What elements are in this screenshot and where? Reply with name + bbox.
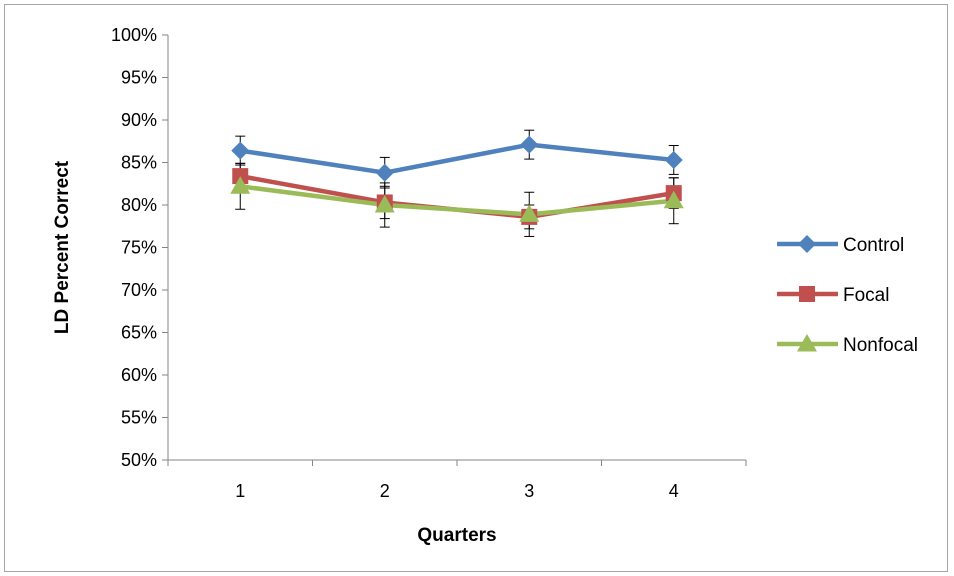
legend-label-focal: Focal <box>843 285 889 306</box>
data-point-control <box>664 150 683 169</box>
y-tick-label: 55% <box>121 408 157 428</box>
data-point-control <box>520 135 539 154</box>
y-tick-label: 50% <box>121 450 157 470</box>
y-tick-label: 85% <box>121 153 157 173</box>
legend: Control Focal Nonfocal <box>777 235 918 356</box>
x-tick-label: 4 <box>669 481 679 501</box>
x-tick-label: 2 <box>380 481 390 501</box>
y-tick-label: 70% <box>121 280 157 300</box>
y-tick-label: 100% <box>111 25 157 45</box>
data-point-nonfocal <box>374 195 395 213</box>
y-tick-label: 90% <box>121 110 157 130</box>
series-markers <box>230 135 684 225</box>
legend-label-control: Control <box>843 235 904 256</box>
legend-marker-nonfocal <box>797 334 817 352</box>
data-point-control <box>375 163 394 182</box>
series-lines <box>239 142 675 220</box>
data-point-nonfocal <box>519 204 540 222</box>
legend-marker-control <box>798 235 816 253</box>
y-tick-label: 60% <box>121 365 157 385</box>
data-point-nonfocal <box>230 176 251 194</box>
series-line-control <box>239 142 674 175</box>
y-axis-title: LD Percent Correct <box>52 160 73 334</box>
x-tick-label: 1 <box>235 481 245 501</box>
legend-label-nonfocal: Nonfocal <box>843 335 918 356</box>
data-point-control <box>231 141 250 160</box>
y-tick-label: 95% <box>121 68 157 88</box>
x-tick-label: 3 <box>524 481 534 501</box>
y-tick-label: 80% <box>121 195 157 215</box>
y-axis: 50% 55% 60% 65% 70% 75% 80% 85% 90% 95% 100% <box>111 25 169 470</box>
y-tick-label: 65% <box>121 323 157 343</box>
x-axis-title: Quarters <box>417 525 496 546</box>
y-tick-label: 75% <box>121 238 157 258</box>
legend-marker-focal <box>799 286 815 302</box>
data-point-nonfocal <box>663 190 684 209</box>
error-bars <box>235 129 679 237</box>
x-axis: 1 2 3 4 <box>167 459 747 501</box>
series-line-nonfocal <box>239 184 674 217</box>
chart-frame <box>4 4 948 572</box>
data-point-focal <box>232 168 249 185</box>
